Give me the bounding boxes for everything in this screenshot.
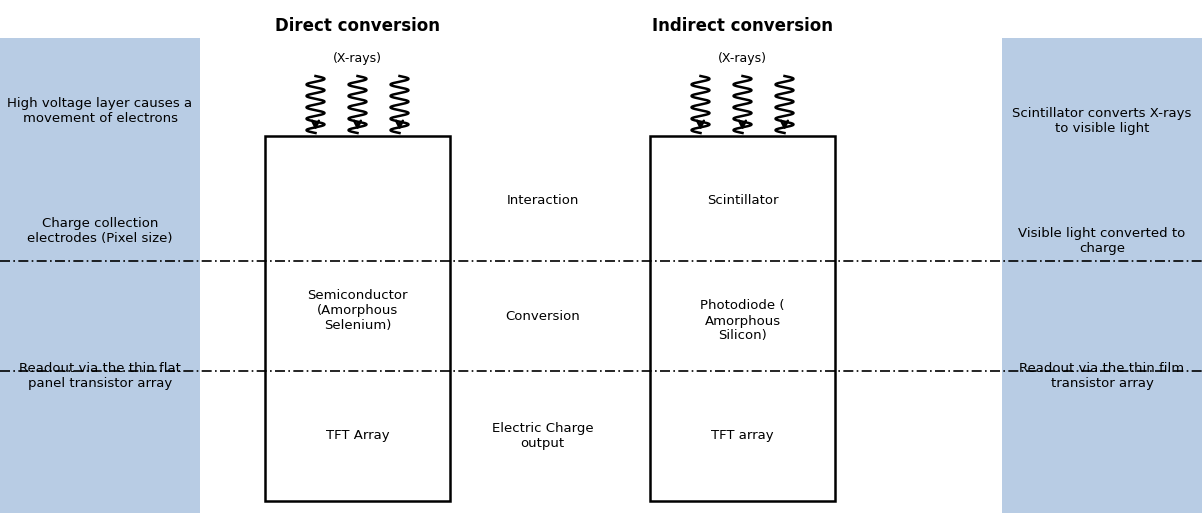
Text: Semiconductor
(Amorphous
Selenium): Semiconductor (Amorphous Selenium) (308, 289, 407, 332)
Text: TFT array: TFT array (712, 430, 774, 442)
Text: (X-rays): (X-rays) (718, 53, 767, 65)
Text: Readout via the thin flat
panel transistor array: Readout via the thin flat panel transist… (19, 362, 182, 390)
Bar (650, 136, 835, 501)
Text: Scintillator: Scintillator (707, 194, 778, 208)
Text: Conversion: Conversion (505, 310, 579, 322)
Text: Readout via the thin film
transistor array: Readout via the thin film transistor arr… (1019, 362, 1184, 390)
Text: Electric Charge
output: Electric Charge output (492, 422, 594, 450)
Bar (1002, 38, 1202, 513)
Text: Interaction: Interaction (506, 194, 578, 208)
Bar (0, 38, 200, 513)
Text: Photodiode (
Amorphous
Silicon): Photodiode ( Amorphous Silicon) (701, 299, 785, 342)
Text: (X-rays): (X-rays) (333, 53, 382, 65)
Text: Scintillator converts X-rays
to visible light: Scintillator converts X-rays to visible … (1012, 107, 1191, 135)
Text: Charge collection
electrodes (Pixel size): Charge collection electrodes (Pixel size… (28, 217, 173, 245)
Text: Visible light converted to
charge: Visible light converted to charge (1018, 227, 1185, 255)
Text: Indirect conversion: Indirect conversion (651, 17, 833, 35)
Text: Direct conversion: Direct conversion (275, 17, 440, 35)
Text: High voltage layer causes a
movement of electrons: High voltage layer causes a movement of … (7, 97, 192, 125)
Text: TFT Array: TFT Array (326, 430, 389, 442)
Bar (264, 136, 450, 501)
